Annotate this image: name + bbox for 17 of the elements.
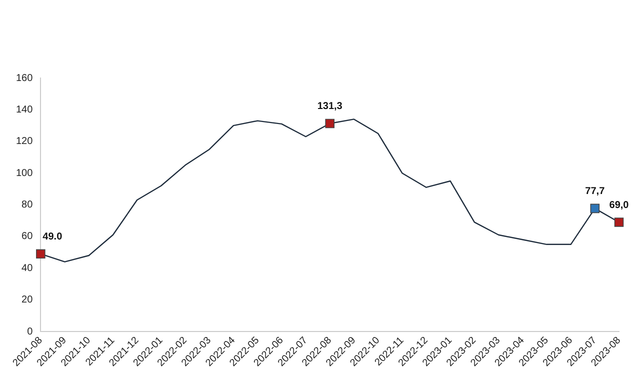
y-tick-label: 40 <box>22 262 34 274</box>
y-tick-label: 120 <box>16 136 34 148</box>
data-label: 49.0 <box>42 232 63 243</box>
y-tick-label: 140 <box>16 104 34 116</box>
y-tick-label: 60 <box>22 231 34 242</box>
y-tick-label: 0 <box>27 326 34 338</box>
data-label: 69,0 <box>609 200 630 211</box>
point <box>614 218 624 227</box>
data-label: 77,7 <box>585 186 606 198</box>
point <box>36 249 46 259</box>
y-tick-label: 160 <box>16 72 34 84</box>
point <box>325 118 334 128</box>
data-label: 131,3 <box>317 101 343 112</box>
y-tick-label: 100 <box>16 168 34 179</box>
y-tick-label: 80 <box>22 200 34 211</box>
point <box>590 204 600 214</box>
y-tick-label: 20 <box>22 294 34 306</box>
